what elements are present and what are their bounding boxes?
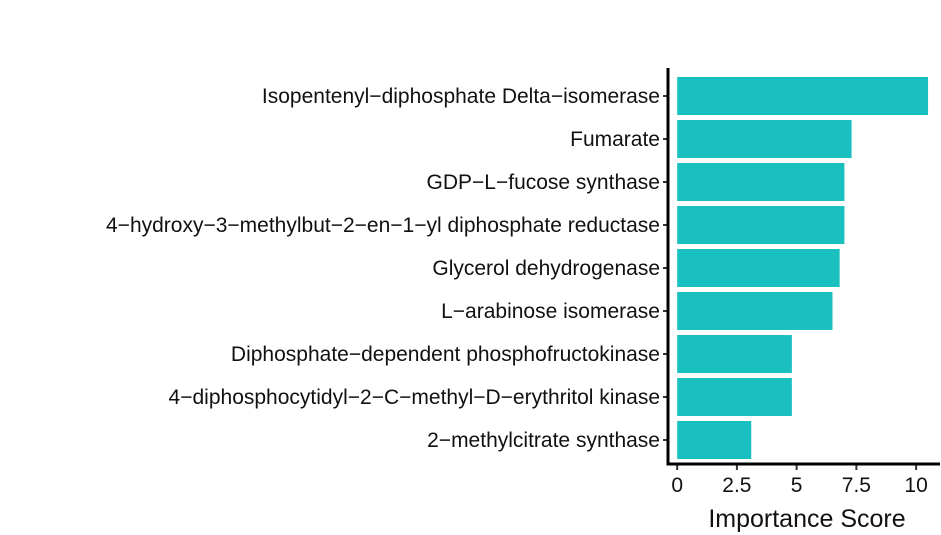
x-tick-label-5: 10 bbox=[904, 474, 927, 497]
category-label-5: Glycerol dehydrogenase bbox=[432, 257, 660, 280]
category-label-2: Fumarate bbox=[570, 128, 660, 151]
x-tick-label-1: 0 bbox=[671, 474, 683, 497]
x-tick-label-2: 2.5 bbox=[722, 474, 751, 497]
x-axis-title: Importance Score bbox=[708, 505, 905, 533]
bar-5 bbox=[677, 249, 840, 287]
x-ticks-group: 0 2.5 5 7.5 10 bbox=[671, 464, 928, 497]
bar-8 bbox=[677, 378, 792, 416]
category-label-6: L−arabinose isomerase bbox=[441, 300, 660, 323]
bar-9 bbox=[677, 421, 752, 459]
x-tick-label-3: 5 bbox=[791, 474, 803, 497]
bars-group bbox=[677, 77, 929, 459]
bar-2 bbox=[677, 120, 852, 158]
bar-3 bbox=[677, 163, 845, 201]
category-label-3: GDP−L−fucose synthase bbox=[427, 171, 660, 194]
category-label-9: 2−methylcitrate synthase bbox=[427, 429, 660, 452]
category-label-4: 4−hydroxy−3−methylbut−2−en−1−yl diphosph… bbox=[106, 214, 660, 237]
bar-7 bbox=[677, 335, 792, 373]
bar-6 bbox=[677, 292, 833, 330]
category-label-8: 4−diphosphocytidyl−2−C−methyl−D−erythrit… bbox=[169, 386, 660, 409]
x-tick-label-4: 7.5 bbox=[842, 474, 871, 497]
category-label-1: Isopentenyl−diphosphate Delta−isomerase bbox=[262, 85, 660, 108]
bar-4 bbox=[677, 206, 845, 244]
category-label-7: Diphosphate−dependent phosphofructokinas… bbox=[231, 343, 660, 366]
bar-1 bbox=[677, 77, 929, 115]
category-labels-group: Isopentenyl−diphosphate Delta−isomerase F… bbox=[106, 85, 668, 452]
